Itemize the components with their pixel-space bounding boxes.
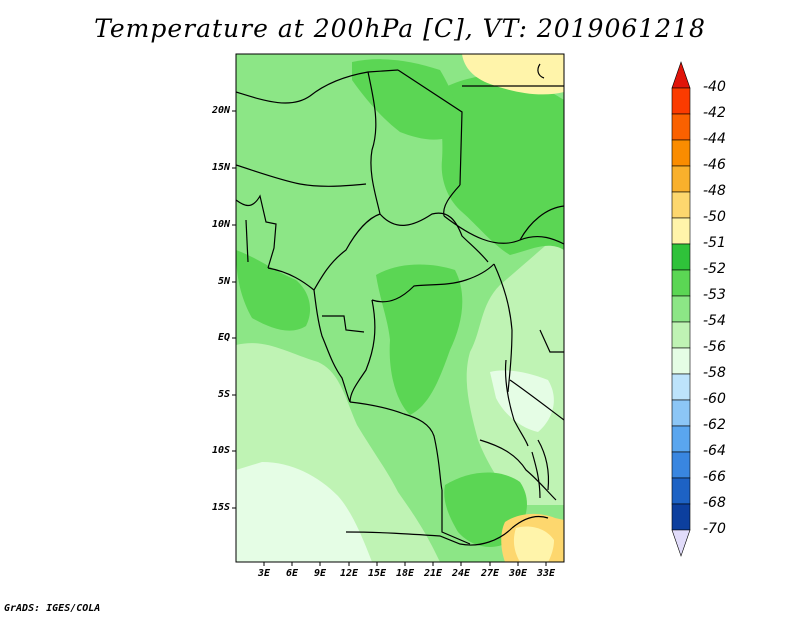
- colorbar-box-1: [671, 113, 691, 141]
- border-west-coast: [236, 194, 277, 269]
- map-frame: [235, 53, 565, 563]
- border-tanzania: [509, 379, 564, 421]
- colorbar-box-3: [671, 165, 691, 193]
- colorbar-box-2: [671, 139, 691, 167]
- colorbar-box-13: [671, 425, 691, 453]
- field-region-52-northeast: [439, 75, 564, 255]
- border-lake-tanganyika: [504, 359, 529, 447]
- border-drc-angola: [349, 401, 443, 491]
- border-drc-east: [493, 263, 513, 393]
- lat-label-eq: EQ: [217, 332, 230, 343]
- lon-label-27e: 27E: [480, 568, 500, 579]
- border-congo-drc: [349, 299, 376, 403]
- field-region-56-southwest: [236, 462, 372, 562]
- border-niger-nigeria: [236, 164, 367, 187]
- colorbar-box-16: [671, 503, 691, 531]
- country-borders: [236, 63, 564, 546]
- border-malawi: [537, 439, 550, 491]
- lon-label-12e: 12E: [339, 568, 359, 579]
- colorbar-label-3: -46: [703, 157, 726, 173]
- tick-marks: [232, 110, 547, 566]
- lon-label-15e: 15E: [367, 568, 387, 579]
- field-region-52-central: [376, 264, 463, 415]
- colorbar-top-arrow: [671, 61, 691, 89]
- lat-label-15s: 15S: [211, 502, 230, 513]
- border-car-drc: [371, 263, 495, 303]
- colorbar-label-1: -42: [703, 105, 726, 121]
- colorbar-label-10: -56: [703, 339, 726, 355]
- lat-label-10s: 10S: [211, 445, 230, 456]
- field-region-52-west: [236, 250, 311, 331]
- colorbar-label-2: -44: [703, 131, 726, 147]
- lon-label-18e: 18E: [395, 568, 415, 579]
- colorbar-label-13: -62: [703, 417, 726, 433]
- colorbar-box-14: [671, 451, 691, 479]
- border-sudan-south: [443, 215, 564, 245]
- lon-label-24e: 24E: [451, 568, 471, 579]
- lat-label-15n: 15N: [211, 162, 230, 173]
- border-sahel-north: [236, 69, 399, 104]
- colorbar-label-6: -51: [703, 235, 726, 251]
- colorbar-label-4: -48: [703, 183, 726, 199]
- field-region-54-east: [466, 230, 564, 505]
- colorbar-label-16: -68: [703, 495, 726, 511]
- colorbar-label-15: -66: [703, 469, 726, 485]
- temperature-field: [236, 54, 564, 562]
- grads-credit: GrADS: IGES/COLA: [4, 603, 101, 614]
- colorbar-box-10: [671, 347, 691, 375]
- border-west-vertical: [245, 219, 249, 263]
- border-angola-zambia: [441, 490, 471, 545]
- colorbar-bottom-arrow: [671, 529, 691, 557]
- lat-label-5s: 5S: [217, 389, 230, 400]
- colorbar-box-6: [671, 243, 691, 271]
- field-region-52-north: [352, 59, 459, 140]
- field-region-50-southeast: [513, 526, 554, 562]
- lon-label-9e: 9E: [313, 568, 327, 579]
- colorbar-box-12: [671, 399, 691, 427]
- lon-label-30e: 30E: [508, 568, 528, 579]
- colorbar-label-17: -70: [703, 521, 726, 537]
- border-zambia-north: [479, 439, 557, 501]
- colorbar-label-11: -58: [703, 365, 726, 381]
- colorbar-box-5: [671, 217, 691, 245]
- colorbar-label-7: -52: [703, 261, 726, 277]
- colorbar-box-8: [671, 295, 691, 323]
- colorbar-label-8: -53: [703, 287, 726, 303]
- lon-label-6e: 6E: [285, 568, 299, 579]
- colorbar: [671, 61, 691, 557]
- border-chad-car: [379, 212, 489, 263]
- border-cameroon-congo: [322, 315, 365, 333]
- colorbar-label-9: -54: [703, 313, 726, 329]
- colorbar-box-4: [671, 191, 691, 219]
- border-south-africa: [511, 515, 549, 529]
- lat-label-20n: 20N: [211, 105, 230, 116]
- colorbar-box-11: [671, 373, 691, 401]
- border-libya-chad: [397, 69, 463, 186]
- lon-label-3e: 3E: [257, 568, 271, 579]
- border-lake-malawi: [531, 451, 541, 499]
- field-region-50-north: [462, 54, 564, 95]
- colorbar-box-7: [671, 269, 691, 297]
- colorbar-label-5: -50: [703, 209, 726, 225]
- border-coastline-gabon: [313, 289, 351, 403]
- map-title: Temperature at 200hPa [C], VT: 201906121…: [94, 14, 706, 43]
- colorbar-box-15: [671, 477, 691, 505]
- lat-label-5n: 5N: [217, 276, 230, 287]
- border-ethiopia-west: [519, 205, 564, 241]
- colorbar-label-12: -60: [703, 391, 726, 407]
- border-chad-sudan: [443, 184, 461, 217]
- border-uganda-kenya: [539, 329, 564, 353]
- colorbar-label-14: -64: [703, 443, 726, 459]
- lon-label-33e: 33E: [536, 568, 556, 579]
- colorbar-box-9: [671, 321, 691, 349]
- lat-label-10n: 10N: [211, 219, 230, 230]
- lon-label-21e: 21E: [423, 568, 443, 579]
- colorbar-box-0: [671, 87, 691, 115]
- border-angola-namibia: [345, 527, 513, 546]
- border-chad-west: [367, 71, 381, 215]
- border-nigeria-cameroon: [267, 213, 381, 291]
- colorbar-label-0: -40: [703, 79, 726, 95]
- border-north-africa-east: [537, 63, 545, 79]
